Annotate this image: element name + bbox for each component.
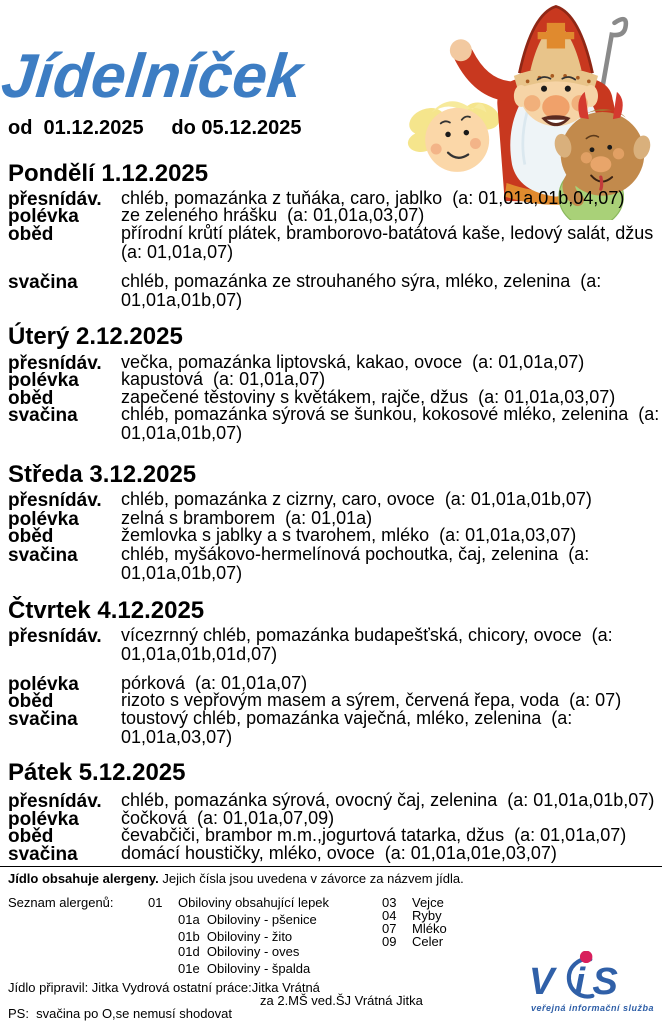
svg-text:S: S — [592, 960, 618, 1003]
svg-text:V: V — [529, 960, 558, 1003]
svg-text:i: i — [575, 960, 587, 1003]
svg-text:Jídelníček: Jídelníček — [0, 42, 309, 111]
